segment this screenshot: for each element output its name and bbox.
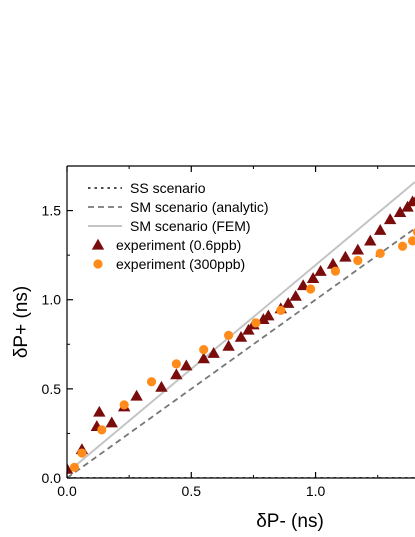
data-point [383, 213, 397, 225]
data-point [262, 309, 275, 321]
series-line [67, 227, 415, 478]
data-point [374, 223, 387, 235]
y-tick-label: 0.0 [42, 470, 62, 486]
data-point [234, 330, 248, 342]
data-point [223, 330, 234, 340]
plot-area [67, 181, 415, 478]
data-point [199, 345, 209, 355]
series-3 [67, 195, 415, 474]
data-point [119, 400, 129, 410]
data-point [155, 380, 168, 392]
x-tick-label: 0.0 [57, 483, 77, 499]
legend-swatch [91, 238, 105, 250]
legend-item-1: SM scenario (analytic) [88, 199, 269, 215]
data-point [282, 297, 295, 308]
legend-label: experiment (300ppb) [116, 256, 245, 272]
legend: SS scenario SM scenario (analytic) SM scen… [88, 180, 269, 272]
data-point [339, 250, 352, 262]
data-point [207, 347, 220, 358]
data-point [393, 206, 407, 218]
data-point [296, 279, 310, 291]
data-point [222, 339, 235, 351]
data-point [364, 234, 377, 246]
legend-label: SM scenario (analytic) [130, 199, 269, 215]
data-point [171, 359, 181, 369]
legend-swatch [93, 259, 103, 269]
data-point [289, 289, 302, 301]
legend-label: SM scenario (FEM) [130, 218, 251, 234]
data-point [77, 448, 87, 458]
legend-label: experiment (0.6ppb) [116, 237, 241, 253]
data-point [353, 255, 363, 266]
y-axis-label: δP+ (ns) [11, 286, 32, 358]
data-point [105, 416, 118, 428]
data-point [351, 243, 365, 255]
data-point [146, 377, 157, 387]
legend-item-0: SS scenario [88, 180, 206, 196]
x-tick-label: 0.5 [182, 483, 202, 499]
data-point [276, 305, 286, 316]
legend-item-3: experiment (0.6ppb) [91, 237, 241, 253]
data-point [330, 266, 341, 276]
series-line [67, 181, 415, 474]
data-point [306, 272, 320, 283]
x-tick-label: 1.0 [306, 483, 326, 499]
data-point [306, 284, 316, 294]
legend-item-4: experiment (300ppb) [93, 256, 245, 272]
data-point [197, 352, 210, 364]
data-point [97, 425, 107, 435]
data-point [251, 318, 261, 328]
data-point [314, 264, 327, 276]
data-point [406, 195, 415, 207]
data-point [407, 236, 415, 246]
ticks: 0.0 0.5 1.0 0.0 0.5 1.0 1.5 [42, 166, 379, 499]
legend-item-2: SM scenario (FEM) [88, 218, 251, 234]
data-point [397, 241, 408, 251]
series-4 [69, 228, 415, 472]
data-point [412, 228, 415, 236]
data-point [170, 368, 183, 380]
data-point [93, 405, 106, 417]
data-point [411, 196, 415, 203]
y-tick-label: 1.0 [42, 292, 62, 308]
data-point [180, 359, 193, 371]
x-axis-label: δP- (ns) [256, 511, 324, 532]
y-tick-label: 1.5 [42, 203, 62, 219]
series-2 [67, 181, 415, 474]
y-tick-label: 0.5 [42, 381, 62, 397]
data-point [130, 389, 143, 401]
series-1 [67, 227, 415, 478]
data-point [375, 248, 385, 258]
data-point [326, 257, 340, 269]
axes-frame [66, 165, 415, 479]
data-point [69, 462, 80, 472]
legend-label: SS scenario [130, 180, 206, 196]
